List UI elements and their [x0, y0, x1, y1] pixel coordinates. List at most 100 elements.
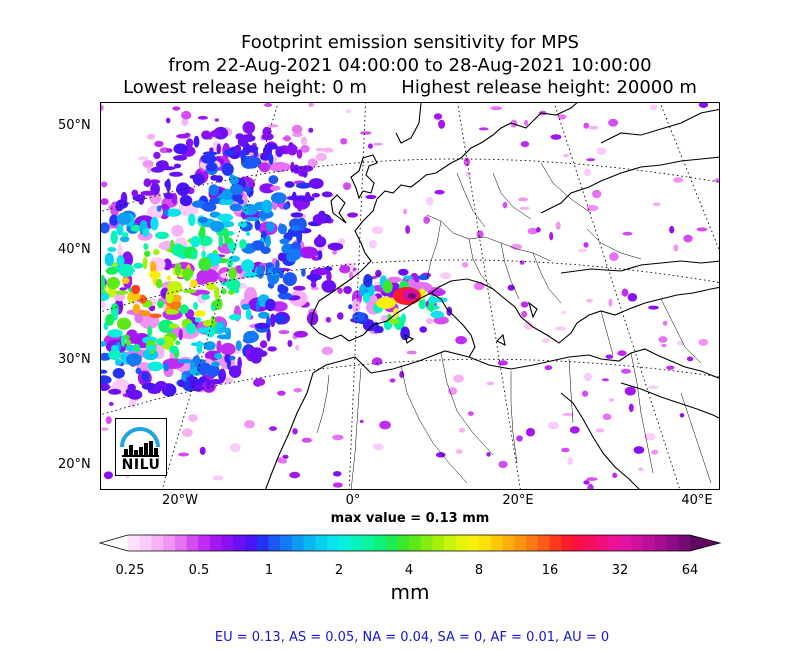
footprint-blob — [244, 185, 251, 194]
footprint-blob — [388, 318, 400, 325]
footprint-blob — [423, 216, 431, 224]
footprint-blob — [426, 196, 434, 206]
footprint-blob — [228, 267, 237, 280]
footprint-blob — [275, 259, 280, 270]
footprint-blob — [181, 110, 192, 120]
footprint-blob — [158, 319, 174, 333]
footprint-blob — [633, 446, 645, 454]
footprint-blob — [596, 147, 607, 155]
footprint-blob — [279, 238, 290, 245]
footprint-blob — [461, 261, 469, 268]
footprint-blob — [237, 137, 248, 147]
footprint-blob — [347, 212, 359, 218]
colorbar-cell — [455, 535, 469, 551]
colorbar-cell — [303, 535, 316, 551]
footprint-blob — [245, 231, 251, 236]
footprint-blob — [279, 459, 288, 464]
footprint-blob — [382, 280, 393, 294]
footprint-blob — [624, 386, 636, 396]
footprint-blob — [146, 344, 157, 351]
footprint-blob — [171, 224, 184, 237]
colorbar-tick-5: 8 — [474, 563, 484, 578]
footprint-blob — [605, 354, 614, 359]
footprint-blob — [197, 327, 211, 334]
map-panel — [100, 102, 720, 490]
lat-label-40n: 40°N — [58, 242, 91, 257]
footprint-blob — [194, 317, 202, 323]
footprint-blob — [229, 184, 244, 195]
footprint-blob — [240, 259, 255, 273]
footprint-blob — [448, 387, 458, 396]
footprint-blob — [651, 449, 659, 455]
footprint-blob — [101, 222, 110, 234]
footprint-blob — [269, 426, 277, 431]
footprint-blob — [490, 106, 503, 111]
footprint-blob — [277, 390, 286, 396]
footprint-blob — [227, 259, 233, 268]
footprint-blob — [193, 135, 200, 148]
footprint-blob — [310, 281, 317, 288]
footprint-blob — [327, 242, 344, 251]
footprint-blob — [163, 192, 174, 200]
footprint-blob — [268, 162, 291, 172]
footprint-blob — [433, 113, 443, 120]
map-canvas — [101, 103, 719, 489]
footprint-blob — [166, 275, 172, 281]
footprint-blob — [652, 202, 661, 207]
footprint-blob — [218, 234, 224, 248]
footprint-blob — [181, 117, 189, 126]
footprint-blob — [430, 310, 445, 319]
footprint-blob — [164, 180, 170, 188]
nilu-logo-text: NILU — [121, 457, 161, 473]
footprint-blob — [310, 286, 319, 291]
footprint-blob — [315, 152, 327, 162]
footprint-blob — [114, 358, 123, 366]
footprint-blob — [352, 311, 366, 322]
footprint-blob — [199, 446, 206, 455]
footprint-blob — [209, 147, 214, 153]
footprint-blob — [183, 289, 197, 294]
footprint-blob — [352, 298, 361, 315]
footprint-blob — [266, 328, 271, 342]
footprint-blob — [523, 321, 534, 330]
footprint-blob — [343, 286, 352, 294]
footprint-blob — [197, 115, 208, 120]
footprint-blob — [104, 252, 114, 267]
footprint-blob — [147, 325, 153, 338]
footprint-blob — [169, 345, 179, 354]
footprint-blob — [121, 351, 126, 360]
footprint-blob — [275, 314, 283, 325]
footprint-blob — [203, 341, 216, 351]
lon-label-0: 0° — [345, 493, 361, 508]
footprint-blob — [278, 330, 290, 335]
footprint-blob — [235, 265, 243, 274]
footprint-blob — [583, 242, 589, 248]
footprint-blob — [163, 209, 169, 216]
footprint-blob — [255, 301, 260, 312]
footprint-blob — [202, 151, 218, 156]
footprint-field — [101, 103, 719, 489]
footprint-blob — [293, 330, 308, 338]
footprint-blob — [154, 380, 168, 391]
colorbar-cell — [268, 535, 281, 551]
footprint-blob — [101, 369, 108, 374]
colorbar-cell — [163, 535, 176, 551]
footprint-blob — [138, 294, 147, 304]
colorbar-cell — [420, 535, 434, 551]
footprint-blob — [510, 243, 522, 250]
footprint-blob — [584, 168, 591, 177]
footprint-blob — [228, 289, 235, 295]
footprint-blob — [400, 326, 410, 341]
footprint-blob — [569, 426, 580, 434]
footprint-blob — [177, 203, 199, 217]
footprint-blob — [293, 388, 303, 393]
colorbar-cell — [350, 535, 363, 551]
footprint-blob — [375, 269, 382, 278]
footprint-blob — [478, 127, 489, 131]
footprint-blob — [131, 284, 141, 295]
footprint-blob — [259, 183, 276, 194]
footprint-blob — [649, 104, 658, 111]
footprint-blob — [647, 385, 659, 389]
footprint-blob — [179, 304, 189, 314]
footprint-blob — [261, 199, 273, 214]
